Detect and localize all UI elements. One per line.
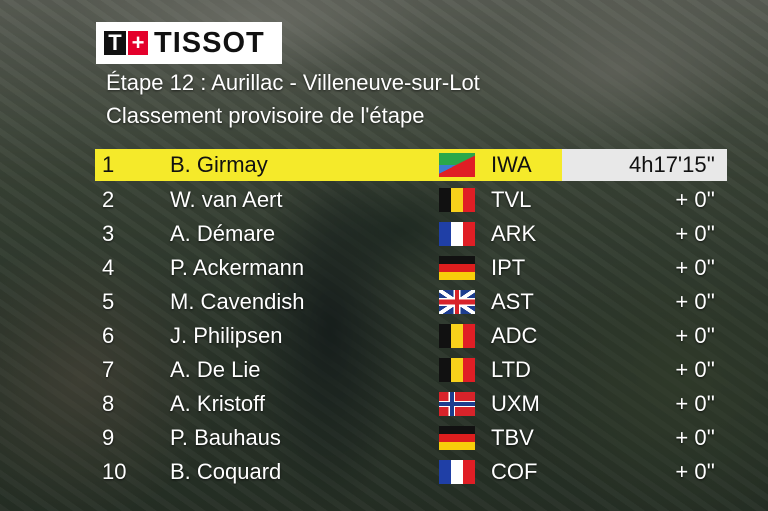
result-row: 8 A. Kristoff UXM + 0'' [95, 388, 727, 420]
rider-name: W. van Aert [170, 187, 283, 212]
result-row: 3 A. Démare ARK + 0'' [95, 218, 727, 250]
time: 4h17'15'' [562, 149, 727, 181]
rank: 9 [102, 425, 115, 450]
result-row: 5 M. Cavendish AST + 0'' [95, 286, 727, 318]
team-code: ARK [491, 221, 537, 246]
team-code: IWA [491, 152, 532, 177]
belgium-flag-icon [439, 188, 475, 212]
rank: 3 [102, 221, 115, 246]
team-code: COF [491, 459, 538, 484]
norway-flag-icon [439, 392, 475, 416]
team-code: AST [491, 289, 534, 314]
france-flag-icon [439, 460, 475, 484]
rank: 2 [102, 187, 115, 212]
rank: 6 [102, 323, 115, 348]
rank: 5 [102, 289, 115, 314]
stage-title: Étape 12 : Aurillac - Villeneuve-sur-Lot [106, 70, 480, 95]
france-flag-icon [439, 222, 475, 246]
time-gap: + 0'' [675, 187, 715, 212]
time-gap: + 0'' [675, 221, 715, 246]
tissot-mark-icon: T + [104, 31, 148, 55]
time-gap: + 0'' [675, 357, 715, 382]
time-gap: + 0'' [675, 425, 715, 450]
logo-t-box: T [104, 31, 126, 55]
rider-name: P. Ackermann [170, 255, 305, 280]
rider-name: B. Girmay [170, 152, 268, 177]
time-gap: + 0'' [675, 255, 715, 280]
rank: 8 [102, 391, 115, 416]
result-row: 2 W. van Aert TVL + 0'' [95, 184, 727, 216]
belgium-flag-icon [439, 358, 475, 382]
team-code: UXM [491, 391, 540, 416]
rank: 1 [102, 152, 115, 177]
rider-name: M. Cavendish [170, 289, 305, 314]
logo-wordmark: TISSOT [154, 26, 265, 59]
result-row: 10 B. Coquard COF + 0'' [95, 456, 727, 488]
rider-name: A. De Lie [170, 357, 261, 382]
tissot-logo: T + TISSOT [96, 22, 282, 64]
rank: 10 [102, 459, 127, 484]
rider-name: A. Kristoff [170, 391, 265, 416]
rider-name: P. Bauhaus [170, 425, 281, 450]
stage-subtitle: Classement provisoire de l'étape [106, 103, 425, 128]
time-gap: + 0'' [675, 323, 715, 348]
team-code: LTD [491, 357, 531, 382]
result-row: 7 A. De Lie LTD + 0'' [95, 354, 727, 386]
germany-flag-icon [439, 426, 475, 450]
result-row: 4 P. Ackermann IPT + 0'' [95, 252, 727, 284]
team-code: IPT [491, 255, 526, 280]
belgium-flag-icon [439, 324, 475, 348]
rider-name: B. Coquard [170, 459, 282, 484]
rank: 4 [102, 255, 115, 280]
logo-cross-box: + [128, 31, 148, 55]
team-code: ADC [491, 323, 538, 348]
result-row: 6 J. Philipsen ADC + 0'' [95, 320, 727, 352]
time-gap: + 0'' [675, 289, 715, 314]
result-row-leader: 1 B. Girmay IWA 4h17'15'' [95, 149, 727, 181]
team-code: TBV [491, 425, 534, 450]
time-gap: + 0'' [675, 391, 715, 416]
rider-name: A. Démare [170, 221, 276, 246]
eritrea-flag-icon [439, 153, 475, 177]
uk-flag-icon [439, 290, 475, 314]
result-row: 9 P. Bauhaus TBV + 0'' [95, 422, 727, 454]
rider-name: J. Philipsen [170, 323, 283, 348]
germany-flag-icon [439, 256, 475, 280]
time-gap: + 0'' [675, 459, 715, 484]
rank: 7 [102, 357, 115, 382]
team-code: TVL [491, 187, 532, 212]
